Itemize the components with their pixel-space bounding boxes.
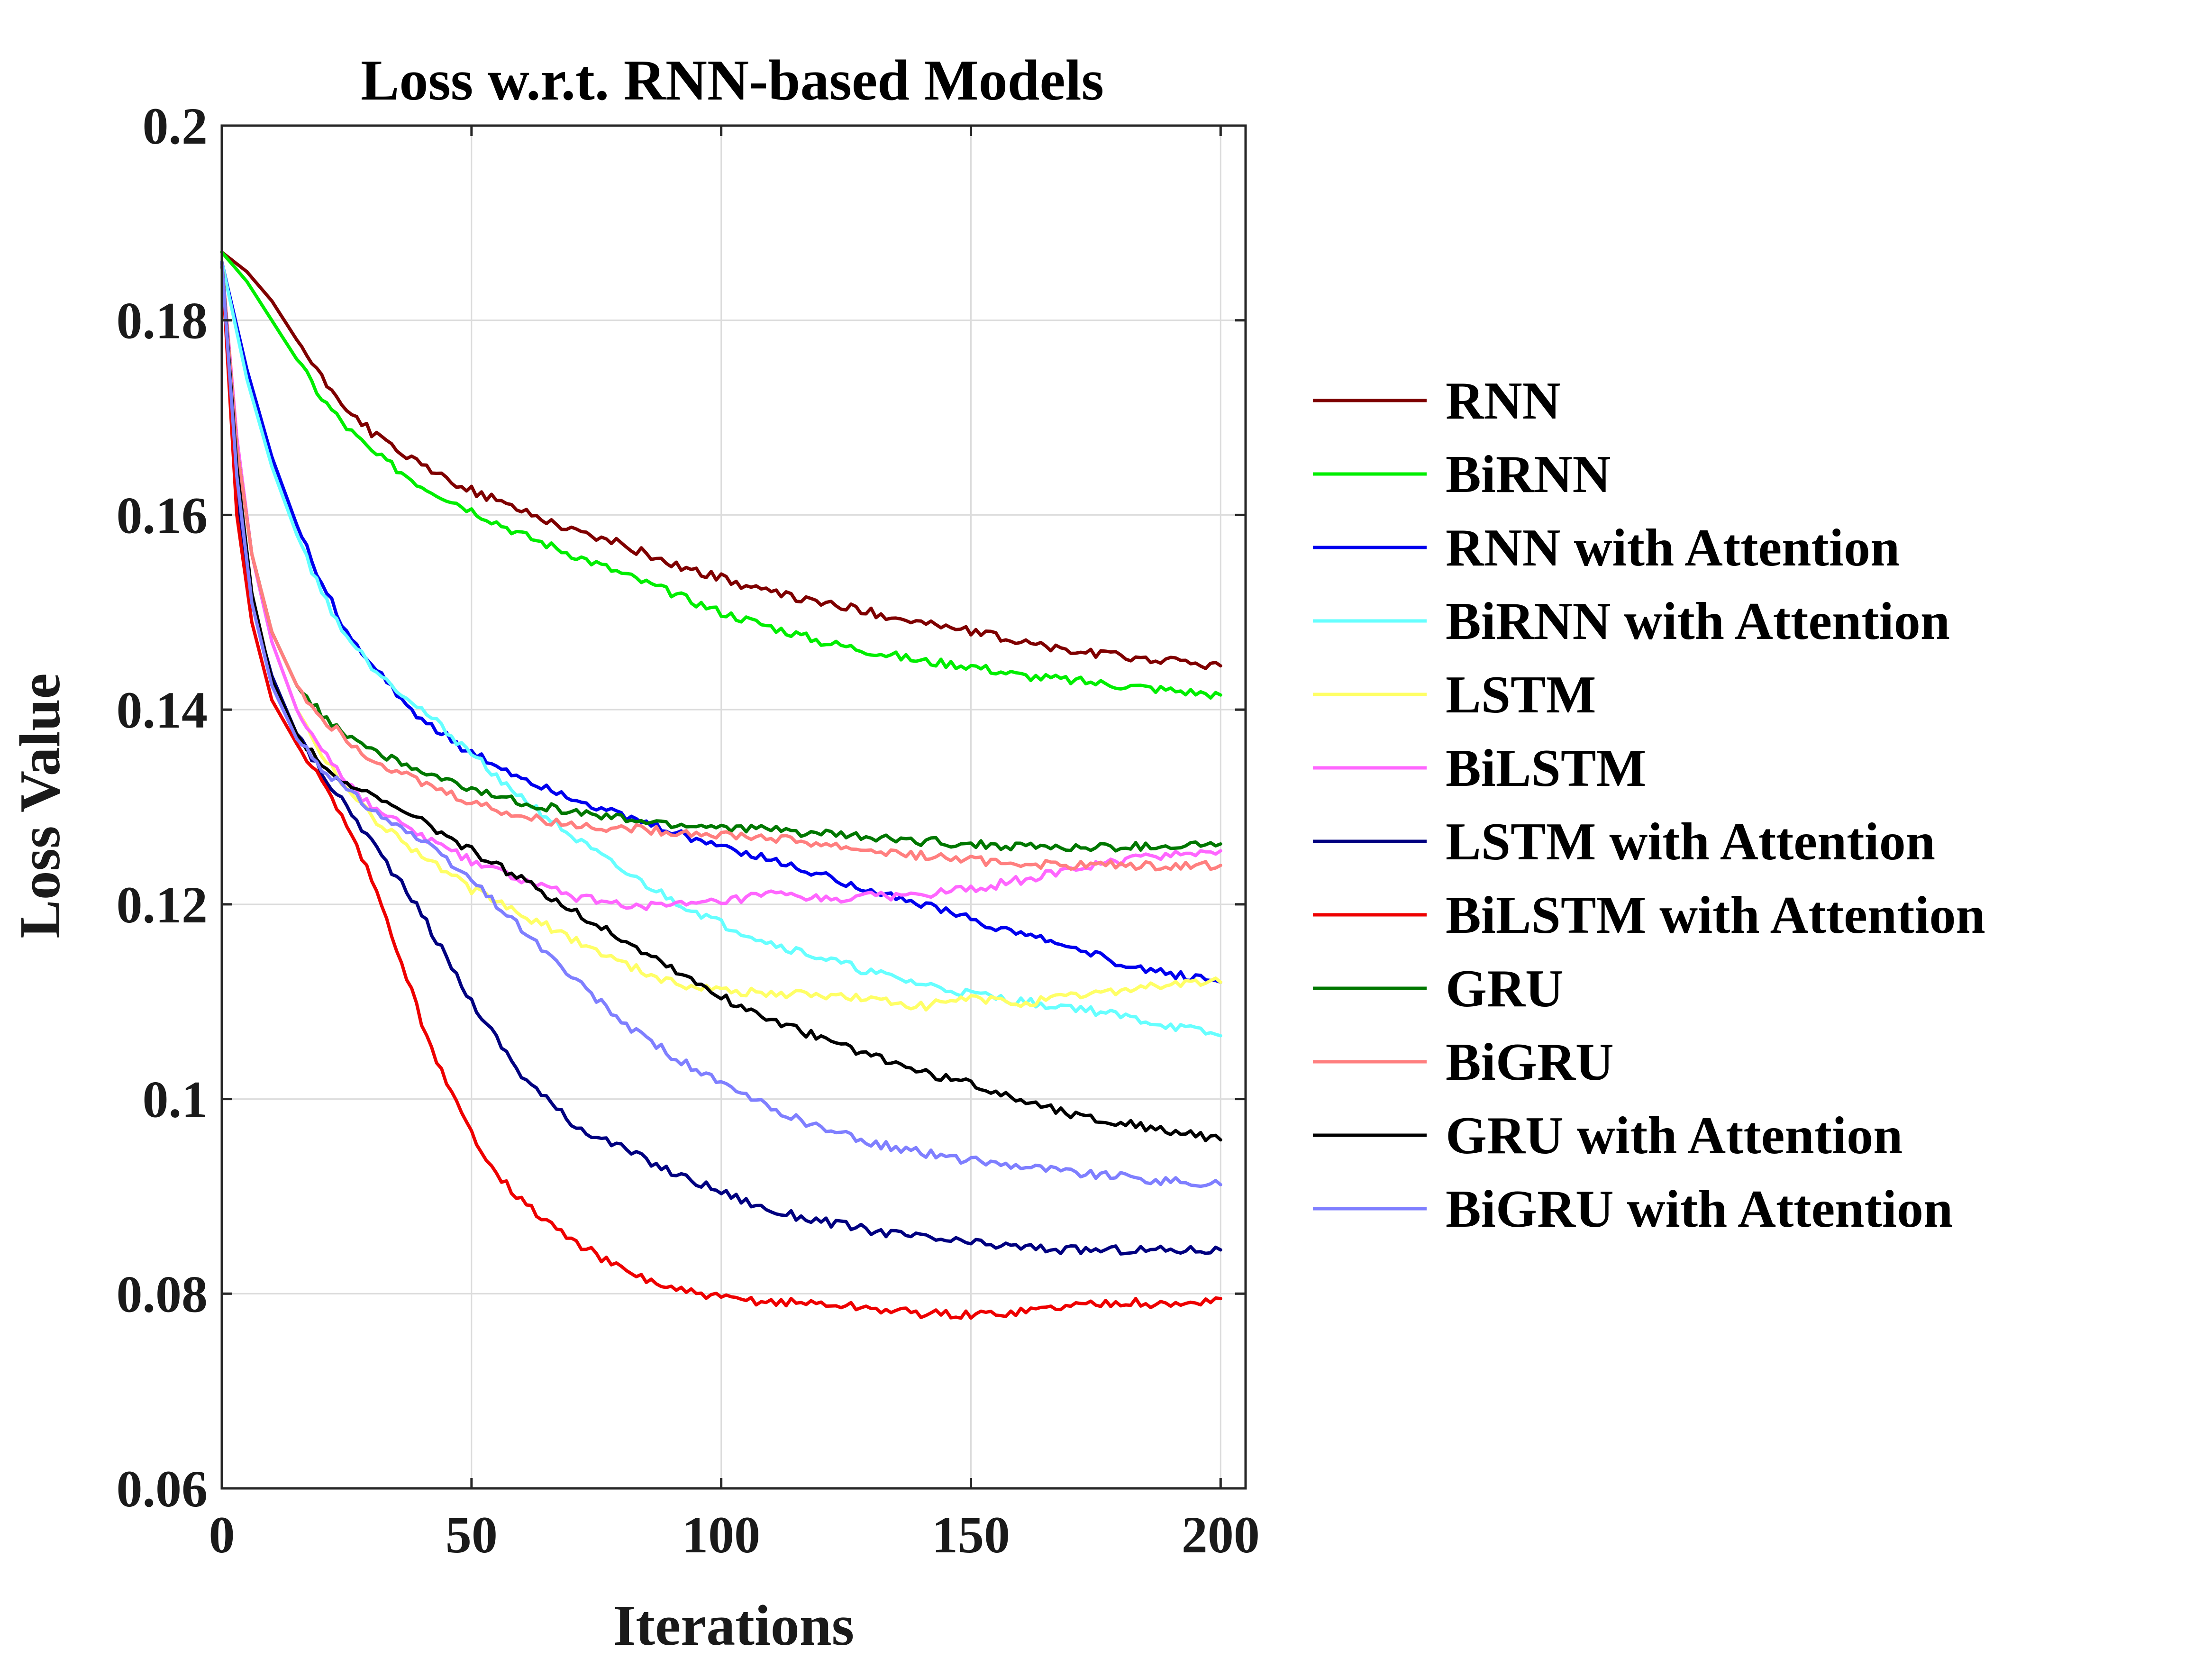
series-line-lstm <box>220 260 1222 1012</box>
legend-label-lstm: LSTM <box>1446 665 1596 724</box>
legend: RNN BiRNN RNN with Attention BiRNN with Att… <box>1313 372 1985 1239</box>
series-line-lstm-with-attention <box>220 260 1222 1256</box>
x-axis-title: Iterations <box>613 1594 854 1658</box>
series-line-bilstm-with-attention <box>220 260 1222 1320</box>
y-tick-label: 0.1 <box>143 1071 208 1129</box>
legend-label-lstm-with-attention: LSTM with Attention <box>1446 812 1935 871</box>
series-lines <box>220 250 1222 1320</box>
series-line-rnn <box>220 250 1222 670</box>
legend-label-gru-with-attention: GRU with Attention <box>1446 1106 1903 1165</box>
x-tick-label: 0 <box>209 1506 235 1564</box>
y-tick-label: 0.18 <box>117 292 208 350</box>
y-tick-label: 0.12 <box>117 876 208 934</box>
legend-label-bigru: BiGRU <box>1446 1033 1614 1092</box>
chart-title: Loss w.r.t. RNN-based Models <box>361 48 1104 112</box>
plot-frame <box>220 124 1247 1490</box>
series-line-birnn <box>220 250 1222 700</box>
y-tick-label: 0.06 <box>117 1460 208 1518</box>
series-line-gru <box>220 260 1222 853</box>
y-tick-label: 0.16 <box>117 486 208 544</box>
legend-label-bigru-with-attention: BiGRU with Attention <box>1446 1180 1953 1239</box>
x-tick-label: 150 <box>932 1506 1010 1564</box>
legend-label-bilstm-with-attention: BiLSTM with Attention <box>1446 886 1985 945</box>
legend-label-birnn: BiRNN <box>1446 445 1611 504</box>
legend-label-rnn-with-attention: RNN with Attention <box>1446 519 1900 577</box>
series-line-bigru-with-attention <box>220 260 1222 1188</box>
series-line-bilstm <box>220 260 1222 912</box>
grid <box>222 126 1246 1488</box>
legend-label-gru: GRU <box>1446 959 1564 1018</box>
y-axis-title: Loss Value <box>8 673 72 938</box>
axis-ticks: 0 50 100 150 200 0.06 0.08 0.1 0.12 0.14 0.16 0.18 0… <box>117 97 1260 1564</box>
x-tick-label: 50 <box>446 1506 498 1564</box>
series-line-birnn-with-attention <box>220 260 1222 1038</box>
legend-label-birnn-with-attention: BiRNN with Attention <box>1446 592 1950 651</box>
series-line-bigru <box>220 260 1222 872</box>
series-line-gru-with-attention <box>220 260 1222 1142</box>
y-tick-label: 0.14 <box>117 681 208 739</box>
x-tick-label: 200 <box>1182 1506 1260 1564</box>
legend-label-rnn: RNN <box>1446 372 1561 430</box>
y-tick-label: 0.2 <box>143 97 208 155</box>
x-tick-label: 100 <box>682 1506 760 1564</box>
legend-label-bilstm: BiLSTM <box>1446 739 1646 798</box>
y-tick-label: 0.08 <box>117 1265 208 1323</box>
